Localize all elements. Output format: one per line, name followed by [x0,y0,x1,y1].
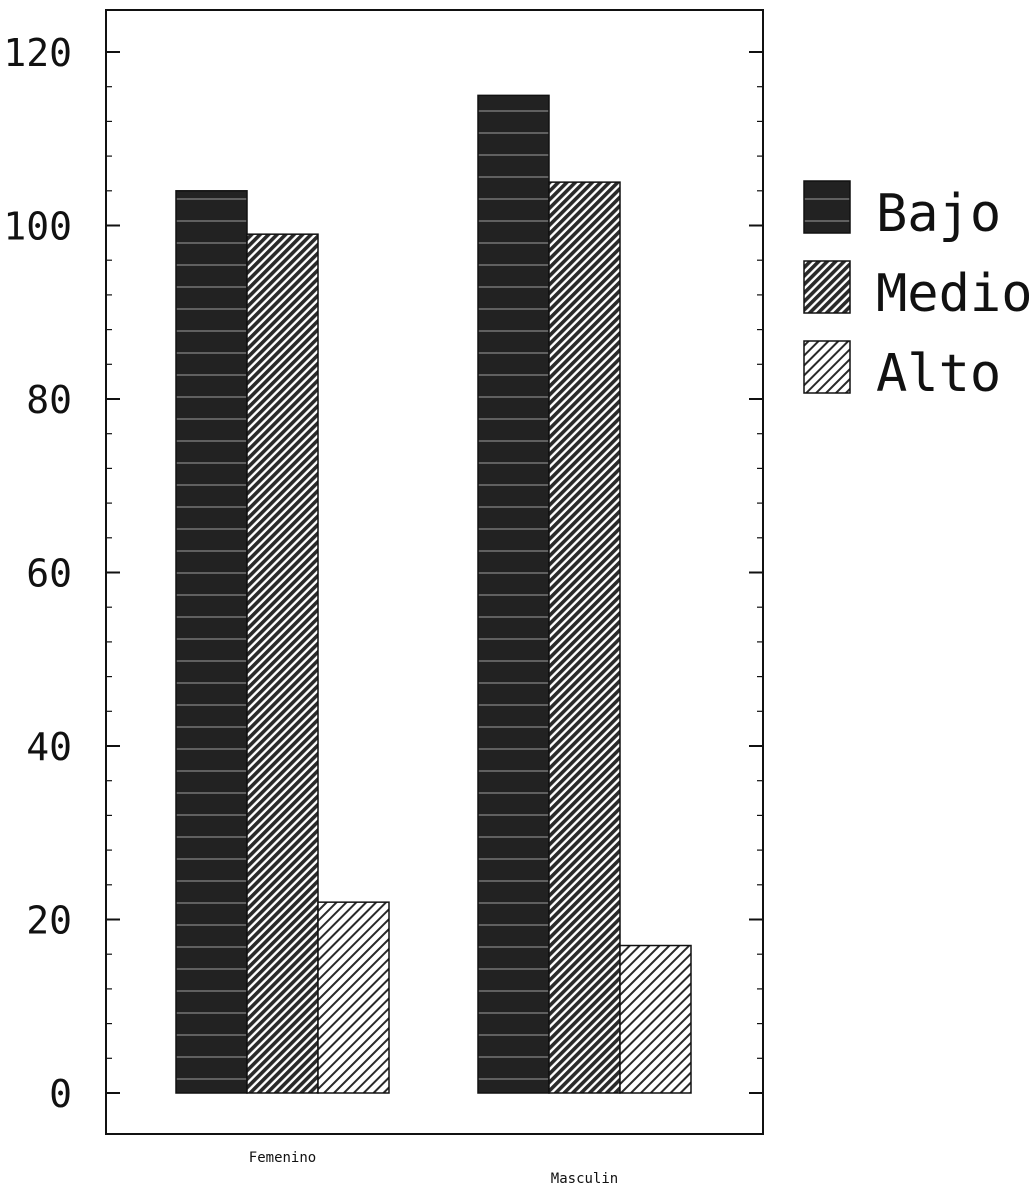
legend-label-bajo: Bajo [876,184,1001,244]
legend-label-alto: Alto [876,344,1001,404]
x-category-label: Masculin [551,1171,618,1187]
bar-medio-femenino [246,233,319,1094]
legend-swatch-alto [803,340,851,394]
y-tick-label: 100 [3,205,72,249]
legend-swatch-medio [803,260,851,314]
bar-alto-femenino [317,901,390,1094]
x-axis-labels: Femenino Masculin [249,1150,618,1187]
y-tick-label: 120 [3,31,72,75]
y-axis: 0 20 40 60 80 100 120 [3,31,763,1116]
bars [175,94,692,1094]
y-tick-label: 60 [26,552,72,596]
y-tick-label: 0 [49,1072,72,1116]
y-tick-label: 40 [26,725,72,769]
y-tick-label: 80 [26,378,72,422]
bar-alto-masculin [619,944,692,1094]
x-category-label: Femenino [249,1150,316,1166]
y-tick-label: 20 [26,899,72,943]
legend-label-medio: Medio [876,264,1029,324]
legend: Bajo Medio Alto [803,180,1029,404]
bar-bajo-femenino [175,190,248,1094]
legend-swatch-bajo [803,180,851,234]
bar-medio-masculin [548,181,621,1094]
bar-bajo-masculin [477,94,550,1094]
